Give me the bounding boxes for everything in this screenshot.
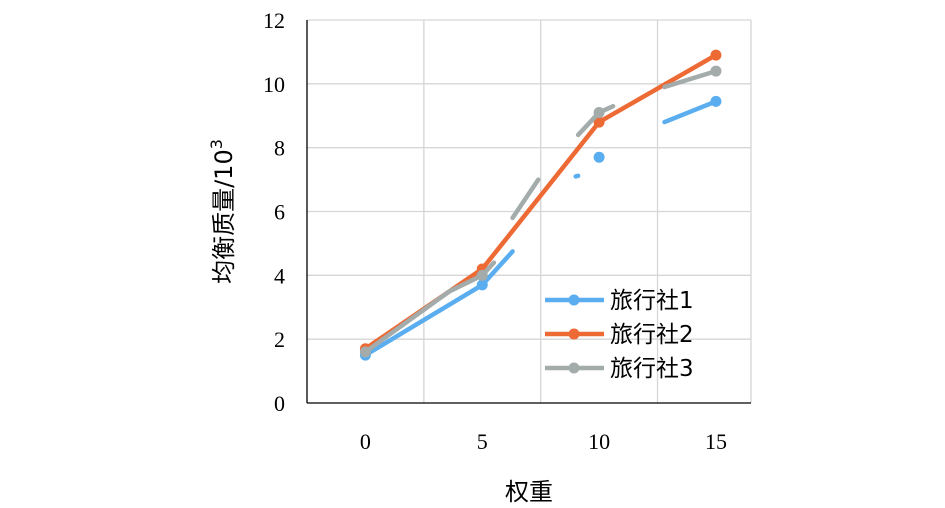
data-point <box>593 116 605 128</box>
legend-label: 旅行社2 <box>610 322 694 348</box>
y-axis-title: 均衡质量/103 <box>207 139 238 284</box>
y-tick-label: 2 <box>274 327 285 352</box>
legend-label: 旅行社3 <box>610 356 694 382</box>
series-line <box>662 68 719 90</box>
y-tick-label: 12 <box>263 8 285 33</box>
series-line <box>510 177 541 221</box>
legend-item-3: 旅行社3 <box>545 356 694 382</box>
y-tick-label: 4 <box>274 263 285 288</box>
legend-swatch-marker <box>568 294 580 306</box>
data-point <box>476 269 488 281</box>
data-point <box>476 279 488 291</box>
y-tick-label: 0 <box>274 391 285 416</box>
x-tick-label: 15 <box>705 429 727 454</box>
series-line <box>363 260 497 355</box>
x-tick-label: 10 <box>588 429 610 454</box>
data-point <box>359 346 371 358</box>
data-point <box>710 49 722 61</box>
y-axis-title-text: 均衡质量/10 <box>210 149 238 284</box>
legend-item-1: 旅行社1 <box>545 288 694 314</box>
y-tick-label: 8 <box>274 136 285 161</box>
y-tick-label: 6 <box>274 200 285 225</box>
series-1 <box>359 95 722 361</box>
legend-swatch-marker <box>568 328 580 340</box>
data-point <box>593 107 605 119</box>
data-point <box>710 95 722 107</box>
grid <box>307 19 752 403</box>
tick-labels: 0 2 4 6 8 10 12 0 5 10 15 <box>263 8 727 454</box>
data-point <box>710 65 722 77</box>
x-tick-label: 0 <box>360 429 371 454</box>
legend-item-2: 旅行社2 <box>545 322 694 348</box>
series-line <box>573 173 581 179</box>
y-axis-title-superscript: 3 <box>207 139 226 149</box>
axes <box>306 20 751 404</box>
x-tick-label: 5 <box>477 429 488 454</box>
x-axis-title: 权重 <box>505 478 553 506</box>
legend: 旅行社1 旅行社2 旅行社3 <box>545 288 694 382</box>
legend-swatch-marker <box>568 362 580 374</box>
data-point <box>593 151 605 163</box>
series-group <box>359 49 722 361</box>
legend-label: 旅行社1 <box>610 288 694 314</box>
y-tick-label: 10 <box>263 72 285 97</box>
series-line <box>662 99 719 125</box>
series-3 <box>359 65 722 358</box>
